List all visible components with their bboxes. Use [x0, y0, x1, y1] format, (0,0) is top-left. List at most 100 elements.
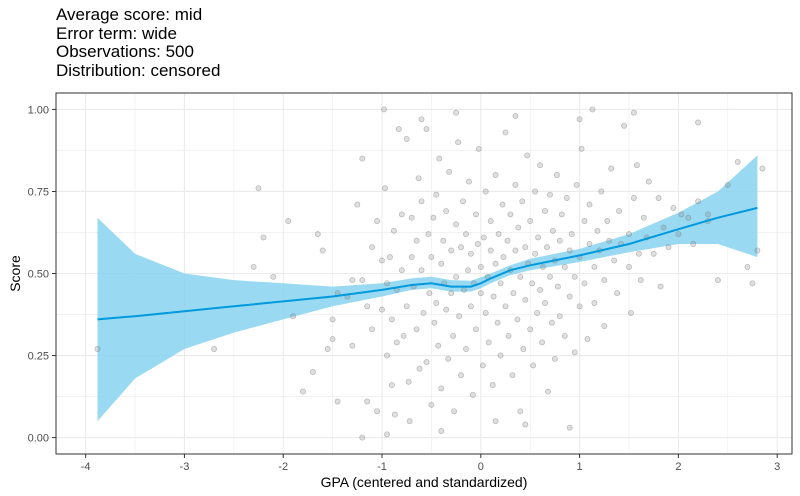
data-point — [522, 244, 529, 251]
data-point — [485, 339, 492, 346]
data-point — [660, 224, 667, 231]
data-point — [467, 250, 474, 257]
data-point — [542, 208, 548, 215]
data-point — [566, 293, 573, 300]
data-point — [384, 280, 390, 287]
data-point — [477, 290, 484, 297]
title-line-3: Observations: 500 — [56, 42, 194, 61]
data-point — [576, 116, 583, 123]
data-point — [678, 211, 685, 218]
data-point — [398, 211, 405, 218]
data-point — [514, 316, 521, 323]
data-point — [490, 293, 497, 300]
data-point — [408, 214, 415, 221]
data-point — [451, 408, 458, 415]
data-point — [534, 309, 541, 316]
data-point — [614, 290, 621, 297]
data-point — [379, 306, 385, 313]
data-point — [591, 300, 598, 306]
data-point — [329, 316, 336, 323]
y-tick-label: 0.50 — [28, 269, 49, 281]
data-point — [554, 283, 561, 290]
x-tick-label: -3 — [180, 461, 190, 473]
data-point — [527, 218, 534, 224]
data-point — [487, 218, 494, 224]
data-point — [472, 326, 479, 333]
data-point — [384, 431, 390, 438]
data-point — [581, 218, 588, 224]
data-point — [520, 346, 527, 352]
data-point — [685, 214, 692, 221]
x-tick-label: -4 — [81, 461, 91, 473]
data-point — [601, 323, 608, 329]
data-point — [556, 313, 563, 320]
data-point — [374, 408, 381, 415]
data-point — [744, 263, 751, 270]
data-point — [443, 208, 450, 215]
data-point — [584, 336, 591, 343]
data-point — [309, 369, 316, 375]
y-tick-label: 1.00 — [28, 104, 49, 116]
data-point — [591, 263, 598, 270]
data-point — [537, 286, 544, 293]
data-point — [522, 421, 529, 428]
data-point — [415, 175, 422, 182]
y-tick-label: 0.25 — [28, 351, 49, 363]
data-point — [497, 352, 504, 359]
data-point — [545, 388, 551, 395]
data-point — [359, 155, 366, 162]
data-point — [524, 152, 531, 159]
data-point — [675, 231, 682, 238]
data-point — [475, 145, 482, 152]
data-point — [556, 237, 563, 244]
data-point — [379, 257, 385, 264]
data-point — [489, 382, 496, 389]
data-point — [465, 267, 471, 274]
data-point — [505, 332, 512, 339]
data-point — [456, 313, 463, 320]
x-tick-label: 3 — [774, 461, 780, 473]
data-point — [626, 263, 632, 270]
y-tick-label: 0.00 — [28, 433, 49, 445]
data-point — [734, 158, 741, 165]
data-point — [561, 263, 568, 270]
data-point — [448, 290, 455, 297]
data-point — [453, 273, 460, 280]
data-point — [458, 244, 464, 251]
data-point — [589, 106, 596, 113]
data-point — [395, 126, 402, 133]
data-point — [645, 178, 652, 185]
data-point — [517, 273, 524, 280]
scatter-points — [94, 106, 766, 441]
data-point — [364, 303, 371, 310]
data-point — [428, 254, 435, 261]
data-point — [405, 378, 412, 385]
data-point — [519, 198, 526, 205]
data-point — [455, 139, 462, 146]
data-point — [487, 247, 494, 254]
data-point — [255, 185, 262, 192]
data-point — [492, 418, 499, 425]
data-point — [384, 352, 390, 359]
data-point — [586, 201, 593, 208]
data-point — [616, 208, 623, 215]
data-point — [425, 231, 432, 238]
data-point — [515, 224, 522, 231]
data-point — [714, 277, 721, 284]
data-point — [260, 234, 267, 241]
data-point — [426, 290, 433, 297]
data-point — [509, 372, 516, 379]
data-point — [374, 218, 381, 224]
smooth-line — [97, 206, 758, 321]
data-point — [655, 195, 662, 201]
x-tick-label: 2 — [675, 461, 681, 473]
data-point — [369, 326, 376, 333]
data-point — [460, 198, 466, 205]
data-point — [482, 188, 489, 195]
data-point — [690, 241, 697, 247]
data-point — [445, 355, 452, 362]
title-line-2: Error term: wide — [56, 23, 177, 43]
data-point — [436, 155, 443, 162]
data-point — [480, 234, 487, 241]
data-point — [494, 319, 501, 326]
